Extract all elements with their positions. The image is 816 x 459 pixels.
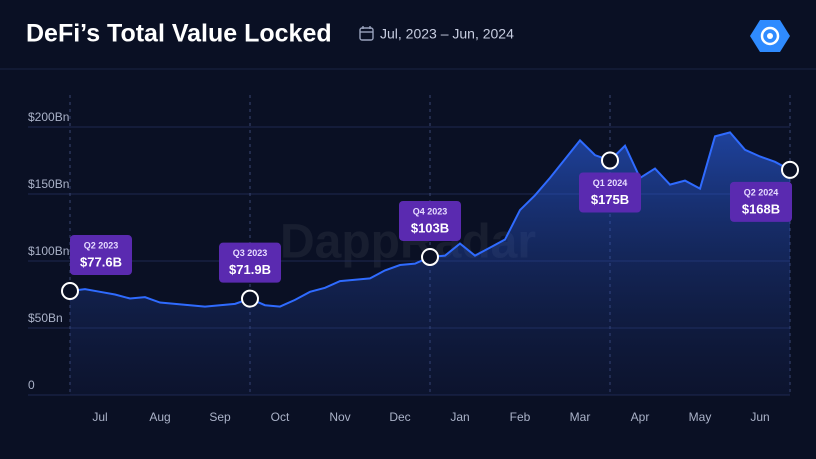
annotation-value: $168B	[742, 201, 780, 216]
annotation-label: Q4 2023	[413, 206, 448, 216]
annotation-box	[579, 172, 641, 213]
x-tick-label: Sep	[209, 410, 231, 424]
x-tick-label: May	[689, 410, 712, 424]
x-tick-label: Nov	[329, 410, 350, 424]
annotation-value: $103B	[411, 220, 449, 235]
x-tick-label: Apr	[631, 410, 650, 424]
x-tick-label: Feb	[510, 410, 531, 424]
date-range: Jul, 2023 – Jun, 2024	[380, 26, 514, 42]
y-tick-label: $150Bn	[28, 177, 69, 191]
annotation-value: $71.9B	[229, 262, 271, 277]
x-tick-label: Mar	[570, 410, 591, 424]
x-tick-label: Jan	[450, 410, 469, 424]
annotation-box	[70, 235, 132, 276]
annotation-point	[421, 247, 439, 266]
x-tick-label: Dec	[389, 410, 410, 424]
annotation-value: $175B	[591, 192, 629, 207]
annotation-point	[241, 289, 259, 308]
x-tick-label: Jul	[92, 410, 107, 424]
y-tick-label: 0	[28, 378, 35, 392]
chart-title: DeFi’s Total Value Locked	[26, 20, 332, 48]
annotation-box	[219, 242, 281, 283]
annotation-label: Q2 2024	[744, 187, 779, 197]
y-tick-label: $200Bn	[28, 110, 69, 124]
annotation-label: Q3 2023	[233, 248, 268, 258]
x-tick-label: Jun	[750, 410, 769, 424]
annotation-box	[730, 181, 792, 222]
calendar-icon	[359, 26, 374, 41]
annotation-point	[601, 151, 619, 170]
annotation-label: Q1 2024	[593, 178, 628, 188]
x-tick-label: Aug	[149, 410, 170, 424]
annotation-value: $77.6B	[80, 254, 122, 269]
x-tick-label: Oct	[271, 410, 290, 424]
logo	[750, 20, 790, 52]
annotation-box	[399, 200, 461, 241]
y-tick-label: $50Bn	[28, 311, 63, 325]
y-tick-label: $100Bn	[28, 244, 69, 258]
annotation-label: Q2 2023	[84, 240, 119, 250]
annotation-point	[61, 282, 79, 301]
annotation-point	[781, 160, 799, 179]
